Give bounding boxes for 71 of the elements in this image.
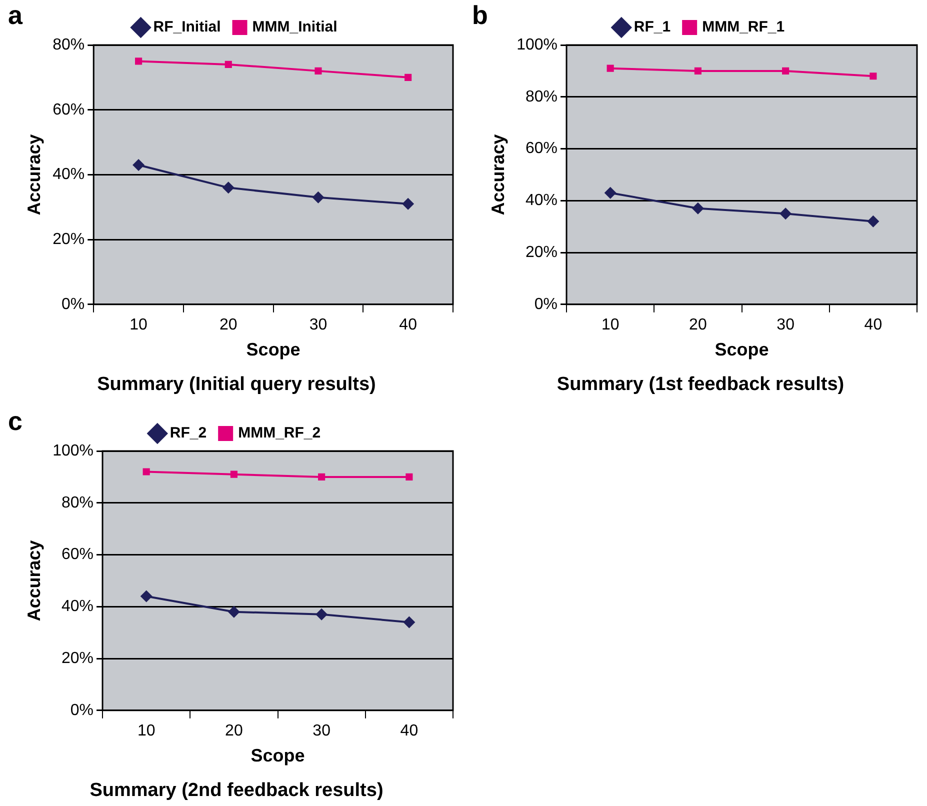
point (132, 158, 145, 171)
text: b (472, 0, 488, 31)
y-axis-title: Accuracy (24, 540, 44, 622)
x-tick-label: 10 (137, 722, 156, 740)
legend-label: RF_2 (170, 424, 207, 442)
y-tick-label: 0% (62, 296, 85, 313)
x-tick-label: 10 (130, 316, 148, 334)
point (316, 608, 328, 620)
point (314, 67, 322, 74)
point (312, 191, 324, 204)
point (228, 606, 240, 618)
text: Summary (1st feedback results) (556, 374, 844, 395)
x-tick-label: 40 (399, 316, 418, 334)
y-tick-label: 20% (52, 230, 85, 248)
point (403, 616, 416, 628)
point (870, 72, 877, 80)
text: a (8, 0, 22, 31)
y-tick-label: 60% (525, 140, 558, 158)
y-tick-label: 80% (52, 36, 85, 54)
y-tick-label: 80% (525, 88, 558, 106)
y-tick-label: 40% (525, 192, 558, 210)
y-tick-label: 60% (61, 546, 94, 564)
y-tick-label: 100% (516, 36, 558, 54)
point (782, 67, 790, 74)
point (318, 473, 326, 480)
y-tick-label: 100% (52, 442, 94, 460)
point (780, 208, 792, 220)
y-axis-title: Accuracy (488, 134, 508, 216)
y-tick-label: 0% (70, 702, 94, 719)
x-tick-label: 20 (689, 316, 707, 334)
y-tick-label: 80% (61, 494, 94, 512)
point (692, 202, 704, 214)
legend-label: MMM_Initial (252, 18, 338, 36)
point (606, 64, 614, 72)
point (140, 590, 152, 602)
x-axis-title: Scope (250, 745, 305, 766)
y-tick-label: 0% (534, 296, 558, 313)
legend-label: MMM_RF_2 (238, 424, 321, 442)
x-tick-label: 20 (225, 722, 243, 740)
point (402, 198, 414, 210)
y-tick-label: 40% (61, 598, 94, 616)
x-tick-label: 10 (601, 316, 620, 334)
point (224, 60, 232, 68)
x-tick-label: 20 (219, 316, 238, 334)
text: Summary (Initial query results) (97, 374, 376, 395)
y-tick-label: 20% (525, 244, 558, 261)
y-axis-title: Accuracy (24, 134, 44, 216)
y-tick-label: 40% (52, 166, 85, 184)
point (135, 58, 142, 65)
text: Summary (2nd feedback results) (90, 780, 384, 801)
legend-label: RF_1 (634, 18, 671, 36)
x-tick-label: 30 (309, 316, 328, 334)
x-tick-label: 30 (776, 316, 795, 334)
x-axis-title: Scope (246, 339, 300, 360)
point (222, 182, 234, 194)
x-axis-title: Scope (714, 339, 769, 360)
point (406, 473, 413, 480)
y-tick-label: 60% (52, 101, 85, 118)
y-tick-label: 20% (61, 650, 94, 667)
point (404, 74, 412, 81)
x-tick-label: 30 (312, 722, 331, 740)
point (230, 470, 238, 478)
text: c (8, 406, 22, 437)
point (604, 186, 616, 199)
legend-label: MMM_RF_1 (702, 18, 785, 36)
point (867, 215, 880, 228)
point (694, 67, 702, 74)
x-tick-label: 40 (400, 722, 418, 740)
point (142, 468, 150, 476)
legend-label: RF_Initial (153, 18, 221, 36)
x-tick-label: 40 (864, 316, 882, 334)
